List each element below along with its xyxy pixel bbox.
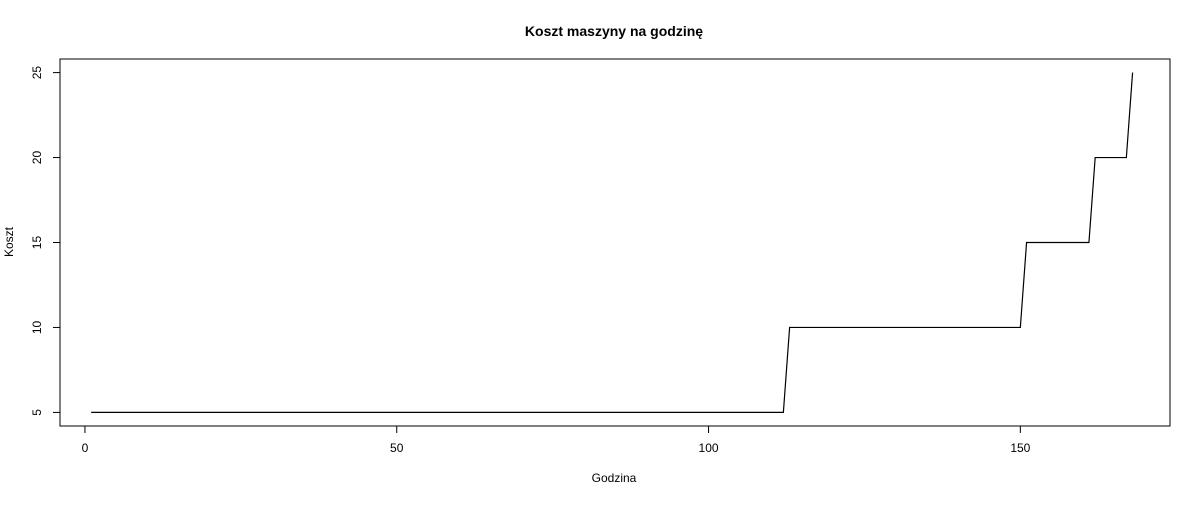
series-line-0 — [91, 72, 1134, 414]
x-tick-label: 0 — [82, 441, 89, 455]
x-tick-label: 50 — [390, 441, 404, 455]
chart-title: Koszt maszyny na godzinę — [525, 23, 703, 39]
y-tick-label: 10 — [30, 320, 44, 334]
y-tick-label: 5 — [30, 409, 44, 416]
x-tick-label: 100 — [699, 441, 719, 455]
y-axis-label: Koszt — [2, 226, 16, 257]
x-tick-label: 150 — [1010, 441, 1030, 455]
y-tick-label: 25 — [30, 66, 44, 80]
series-layer — [91, 72, 1134, 414]
y-tick-label: 15 — [30, 236, 44, 250]
x-axis-label: Godzina — [592, 471, 637, 485]
plot-frame — [59, 58, 1171, 427]
y-axis: 5 10 15 20 25 — [30, 66, 60, 416]
x-axis: 0 50 100 150 — [82, 426, 1031, 455]
y-tick-label: 20 — [30, 151, 44, 165]
